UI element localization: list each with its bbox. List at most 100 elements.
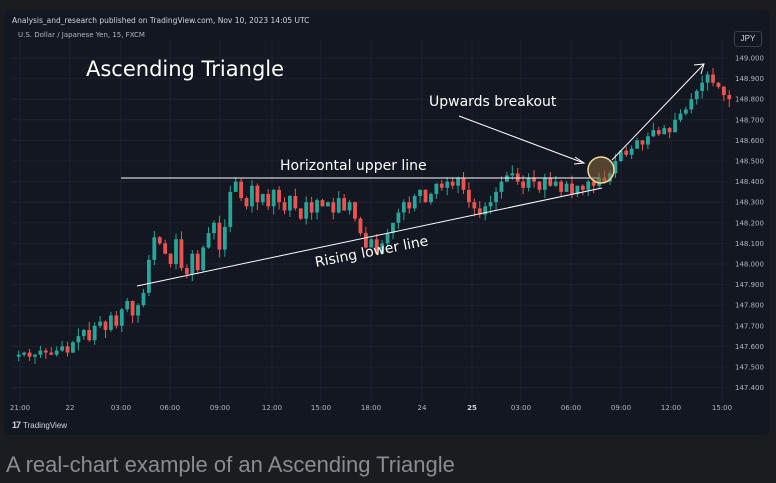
candle-up	[152, 237, 157, 260]
candle-up	[434, 183, 439, 194]
candle-up	[38, 350, 43, 355]
price-axis: 149.000 148.900 148.800 148.700 148.600 148.5…	[735, 55, 764, 393]
candle-down	[521, 181, 526, 188]
candle-up	[673, 119, 677, 133]
currency-button[interactable]: JPY	[734, 31, 762, 47]
candle-up	[71, 342, 75, 353]
time-tick-label: 06:00	[160, 404, 180, 412]
price-tick-label: 148.800	[735, 96, 764, 104]
candle-down	[591, 181, 596, 186]
candle-up	[542, 177, 547, 190]
candle-down	[374, 239, 379, 254]
price-tick-label: 148.200	[735, 219, 764, 227]
candle-up	[336, 198, 341, 213]
price-tick-label: 148.400	[735, 178, 764, 186]
time-tick-label: 12:00	[262, 404, 282, 412]
price-tick-label: 148.100	[735, 240, 764, 248]
candle-down	[244, 198, 249, 207]
candle-up	[396, 212, 401, 223]
candle-up	[212, 222, 216, 234]
candle-down	[266, 193, 271, 207]
candle-down	[407, 202, 412, 209]
candle-down	[477, 208, 482, 215]
breakout-circle	[587, 156, 615, 184]
figure-caption: A real-chart example of an Ascending Tri…	[6, 452, 455, 477]
candle-down	[43, 350, 48, 353]
rising-lower-line	[136, 187, 603, 287]
candle-down	[103, 321, 108, 330]
candle-down	[320, 200, 325, 207]
price-tick-label: 149.000	[735, 55, 764, 63]
candle-up	[613, 161, 618, 174]
candle-up	[222, 226, 227, 250]
candle-up	[81, 329, 86, 337]
candle-up	[325, 202, 330, 207]
candle-down	[450, 181, 455, 186]
candle-up	[250, 185, 254, 207]
candle-up	[271, 189, 276, 207]
candle-up	[575, 185, 580, 194]
tradingview-logo[interactable]: 17 TradingView	[12, 420, 67, 430]
candle-up	[683, 109, 688, 114]
price-tick-label: 147.800	[735, 302, 764, 310]
candle-up	[488, 202, 493, 207]
candlestick-chart[interactable]: Ascending Triangle Horizontal upper line…	[4, 10, 770, 435]
candle-up	[629, 148, 634, 155]
candle-down	[157, 237, 162, 244]
candle-up	[315, 200, 319, 213]
candle-up	[380, 243, 385, 254]
grid	[12, 40, 726, 402]
candle-up	[98, 321, 102, 326]
candle-down	[624, 150, 629, 155]
candle-up	[288, 196, 292, 211]
candle-down	[721, 86, 726, 96]
candle-down	[293, 196, 298, 209]
breakout-pointer-arrowhead	[573, 156, 586, 165]
candle-down	[342, 198, 347, 211]
candle-down	[195, 253, 200, 271]
time-tick-label: 18:00	[361, 404, 381, 412]
time-tick-label: 15:00	[712, 404, 732, 412]
footer-bar	[4, 416, 770, 435]
candle-up	[190, 253, 195, 275]
time-tick-label: 09:00	[210, 404, 230, 412]
candle-up	[391, 222, 395, 234]
candle-up	[260, 193, 265, 203]
tradingview-brand-label: TradingView	[23, 420, 68, 430]
candle-up	[92, 325, 97, 341]
candle-up	[429, 193, 433, 203]
chart-card: Ascending Triangle Horizontal upper line…	[4, 10, 770, 435]
candles	[16, 67, 732, 364]
candle-up	[33, 354, 37, 357]
candle-down	[353, 202, 357, 219]
breakout-target-arrow	[611, 63, 705, 161]
candle-down	[309, 202, 314, 213]
time-tick-label: 25	[467, 404, 477, 412]
candle-up	[22, 352, 27, 355]
candle-down	[217, 222, 222, 250]
candle-down	[667, 128, 672, 133]
tradingview-icon: 17	[12, 420, 21, 430]
candle-down	[130, 301, 135, 316]
candle-down	[298, 208, 303, 219]
candle-up	[109, 315, 113, 330]
candle-up	[76, 336, 81, 343]
candle-up	[385, 233, 390, 244]
candle-up	[445, 181, 450, 188]
candle-down	[27, 352, 32, 357]
candle-up	[119, 309, 124, 326]
candle-up	[564, 183, 569, 192]
candle-down	[358, 218, 363, 234]
candle-down	[570, 183, 574, 194]
candle-up	[206, 233, 211, 248]
candle-down	[282, 202, 287, 211]
price-tick-label: 148.000	[735, 261, 764, 269]
time-tick-label: 03:00	[111, 404, 131, 412]
candle-up	[304, 202, 309, 219]
candle-up	[504, 175, 509, 182]
candle-up	[635, 140, 639, 149]
candle-up	[483, 206, 488, 215]
candle-down	[711, 74, 715, 83]
price-tick-label: 148.700	[735, 116, 764, 124]
price-tick-label: 147.900	[735, 281, 764, 289]
